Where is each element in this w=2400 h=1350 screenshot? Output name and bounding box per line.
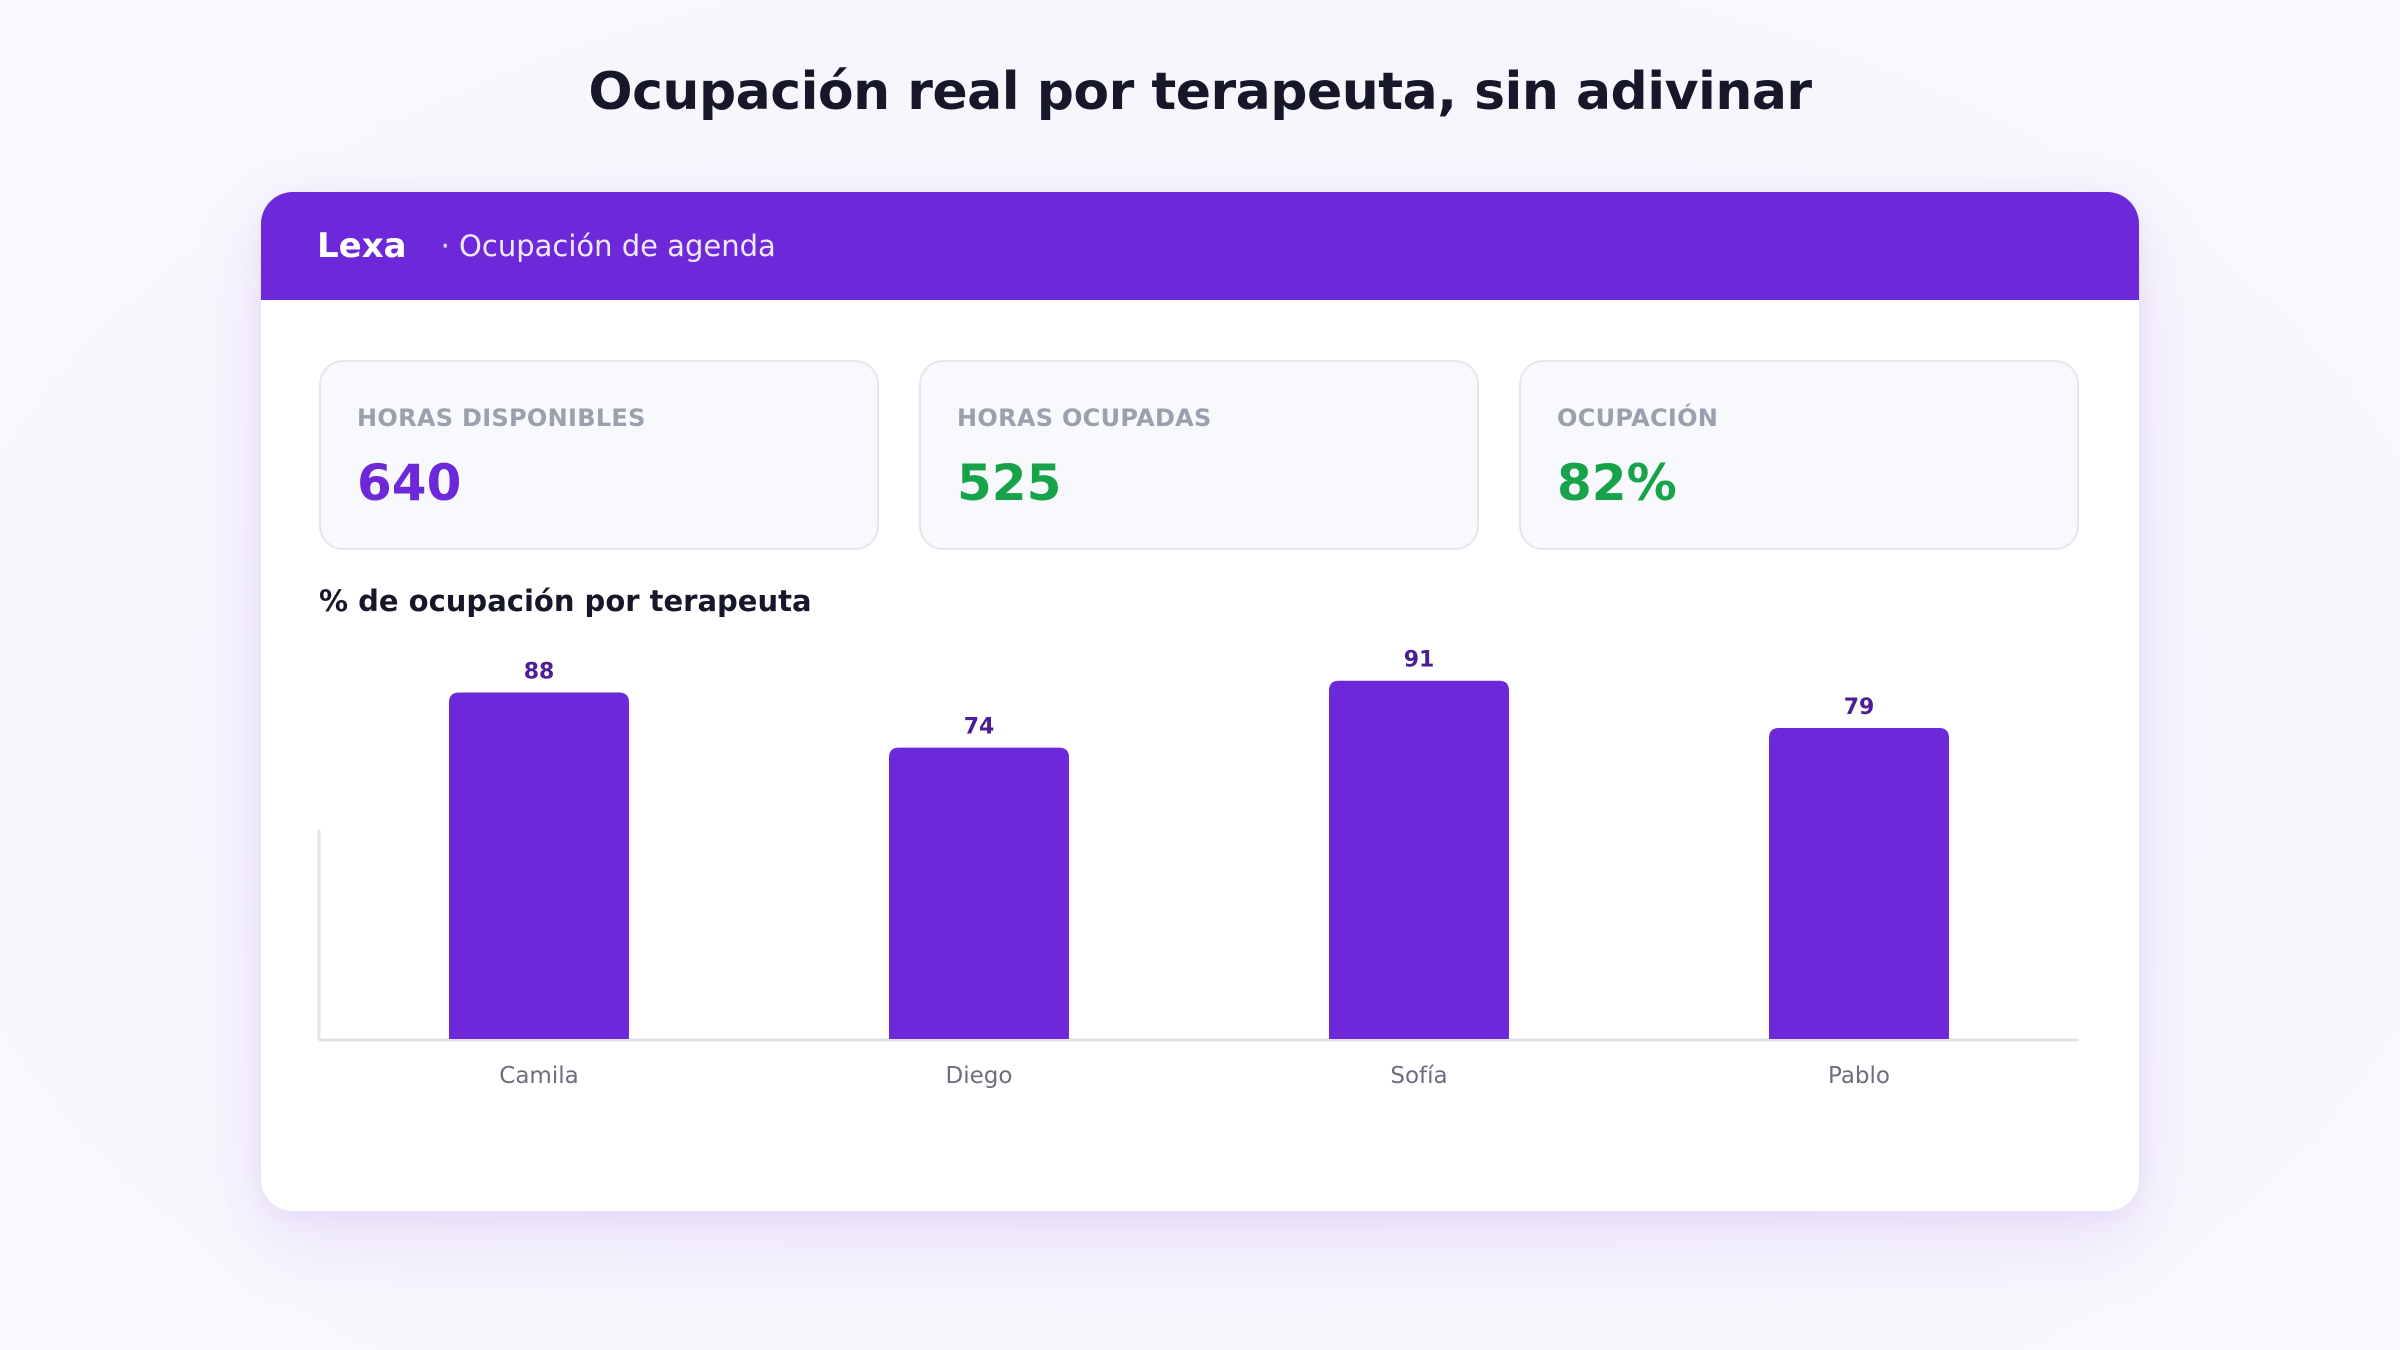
kpi-label: HORAS OCUPADAS xyxy=(957,404,1212,432)
bar-value-label: 91 xyxy=(1404,648,1435,673)
kpi-value: 82% xyxy=(1557,454,1677,512)
kpi-value: 640 xyxy=(357,454,462,512)
dashboard-card: Lexa · Ocupación de agenda HORAS DISPONI… xyxy=(261,192,2139,1211)
kpi-card-available-hours: HORAS DISPONIBLES 640 xyxy=(319,360,879,550)
kpi-card-occupancy: OCUPACIÓN 82% xyxy=(1519,360,2079,550)
kpi-label: HORAS DISPONIBLES xyxy=(357,404,646,432)
x-tick-label: Sofía xyxy=(1390,1063,1447,1089)
bar-value-label: 74 xyxy=(964,715,995,740)
kpi-card-occupied-hours: HORAS OCUPADAS 525 xyxy=(919,360,1479,550)
bar-value-label: 79 xyxy=(1844,695,1875,720)
bar xyxy=(1329,680,1509,1039)
bar-chart: 88 Camila 74 Diego 91 Sofía 79 Pablo xyxy=(317,648,2079,1089)
kpi-label: OCUPACIÓN xyxy=(1557,404,1719,432)
page-title: Ocupación real por terapeuta, sin adivin… xyxy=(588,62,1812,122)
bar xyxy=(1769,727,1949,1039)
bar xyxy=(449,692,629,1039)
kpi-value: 525 xyxy=(957,454,1062,512)
x-tick-label: Pablo xyxy=(1828,1063,1890,1089)
x-tick-label: Camila xyxy=(499,1063,578,1089)
x-tick-label: Diego xyxy=(946,1063,1013,1089)
header-subtitle: · Ocupación de agenda xyxy=(440,229,776,263)
bar xyxy=(889,747,1069,1039)
bar-value-label: 88 xyxy=(524,660,555,685)
brand-logo: Lexa xyxy=(317,226,407,266)
card-header: Lexa · Ocupación de agenda xyxy=(261,192,2139,300)
chart-title: % de ocupación por terapeuta xyxy=(319,584,812,618)
